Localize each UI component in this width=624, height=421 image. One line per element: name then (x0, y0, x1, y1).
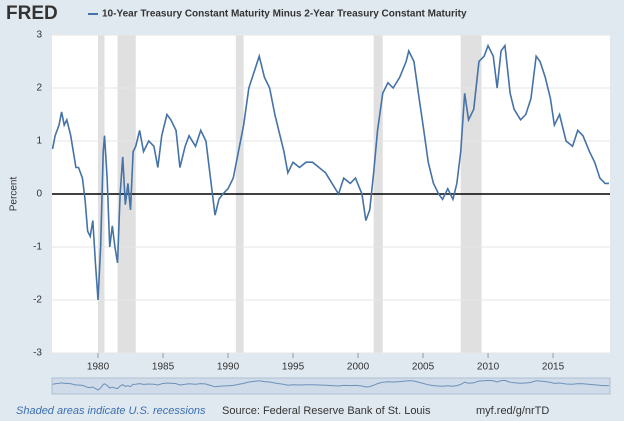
y-tick-label: 1 (36, 136, 42, 147)
y-tick-label: 3 (36, 30, 42, 41)
y-axis-label: Percent (9, 177, 20, 212)
x-tick-label: 1980 (87, 362, 110, 373)
x-tick-label: 1990 (217, 362, 240, 373)
x-tick-label: 2010 (477, 362, 500, 373)
x-tick-label: 1995 (282, 362, 305, 373)
footer-source: Source: Federal Reserve Bank of St. Loui… (222, 405, 431, 417)
navigator-line (52, 379, 609, 391)
y-tick-label: 0 (36, 189, 42, 200)
y-tick-label: -3 (33, 348, 42, 359)
x-tick-label: 2015 (542, 362, 565, 373)
brand-logo: FRED (6, 3, 58, 24)
x-tick-label: 2005 (412, 362, 435, 373)
y-tick-label: -2 (33, 295, 42, 306)
x-tick-label: 1985 (152, 362, 175, 373)
legend-entry: 10-Year Treasury Constant Maturity Minus… (102, 9, 467, 20)
y-tick-label: -1 (33, 242, 42, 253)
y-tick-label: 2 (36, 83, 42, 94)
footer-note: Shaded areas indicate U.S. recessions (16, 405, 206, 417)
footer-link[interactable]: myf.red/g/nrTD (476, 405, 549, 417)
x-tick-label: 2000 (347, 362, 370, 373)
data-line (51, 43, 609, 301)
